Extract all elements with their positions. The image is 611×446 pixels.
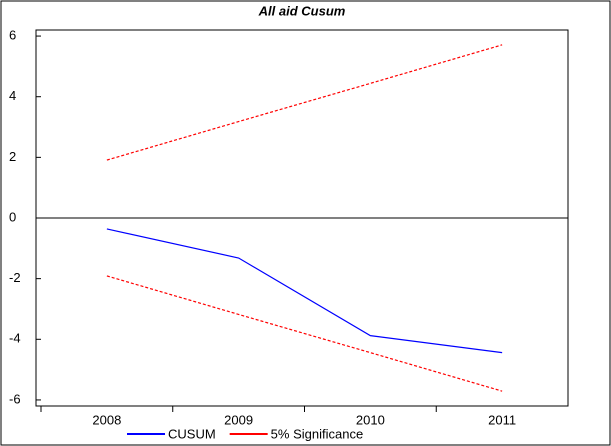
y-tick-label: 6 xyxy=(9,28,16,43)
x-tick-label: 2010 xyxy=(356,412,385,427)
series-line xyxy=(106,44,503,161)
x-tick-label: 2009 xyxy=(224,412,253,427)
y-tick-label: -2 xyxy=(9,270,21,285)
y-tick-label: 4 xyxy=(9,88,16,103)
series-line xyxy=(106,228,503,354)
y-tick-label: 2 xyxy=(9,149,16,164)
legend-label: CUSUM xyxy=(168,426,216,441)
x-tick-label: 2011 xyxy=(488,412,516,427)
x-tick-label: 2008 xyxy=(92,412,121,427)
y-tick-label: -4 xyxy=(9,331,21,346)
chart-title: All aid Cusum xyxy=(258,3,346,18)
y-tick-label: -6 xyxy=(9,391,21,406)
legend-label: 5% Significance xyxy=(271,426,364,441)
series-line xyxy=(106,275,503,392)
y-tick-label: 0 xyxy=(9,209,16,224)
